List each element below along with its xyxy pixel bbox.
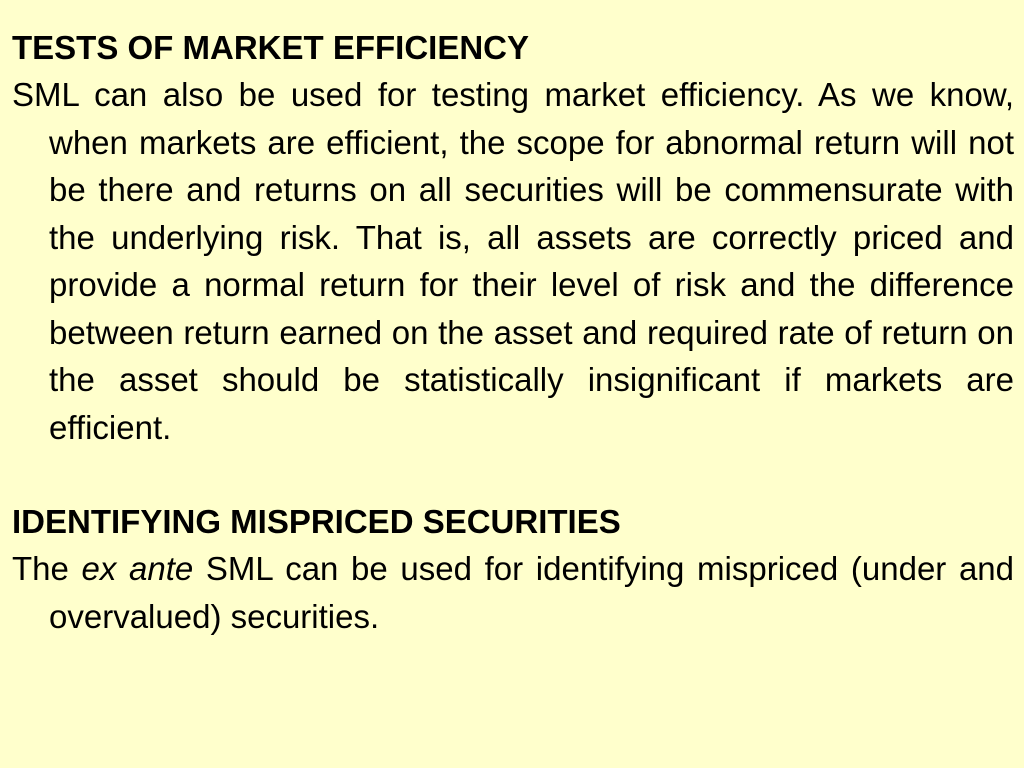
- section-spacer: [12, 451, 1014, 498]
- paragraph-mispriced-end: SML can be used for identifying misprice…: [49, 550, 1014, 635]
- slide-content: TESTS OF MARKET EFFICIENCY SML can also …: [12, 24, 1014, 640]
- paragraph-mispriced-securities: The ex ante SML can be used for identify…: [12, 545, 1014, 640]
- section-heading-market-efficiency: TESTS OF MARKET EFFICIENCY: [12, 29, 530, 66]
- paragraph-market-efficiency: SML can also be used for testing market …: [12, 76, 1014, 446]
- paragraph-mispriced-italic: ex ante: [81, 550, 194, 587]
- section-heading-mispriced-securities: IDENTIFYING MISPRICED SECURITIES: [12, 503, 621, 540]
- paragraph-mispriced-start: The: [12, 550, 82, 587]
